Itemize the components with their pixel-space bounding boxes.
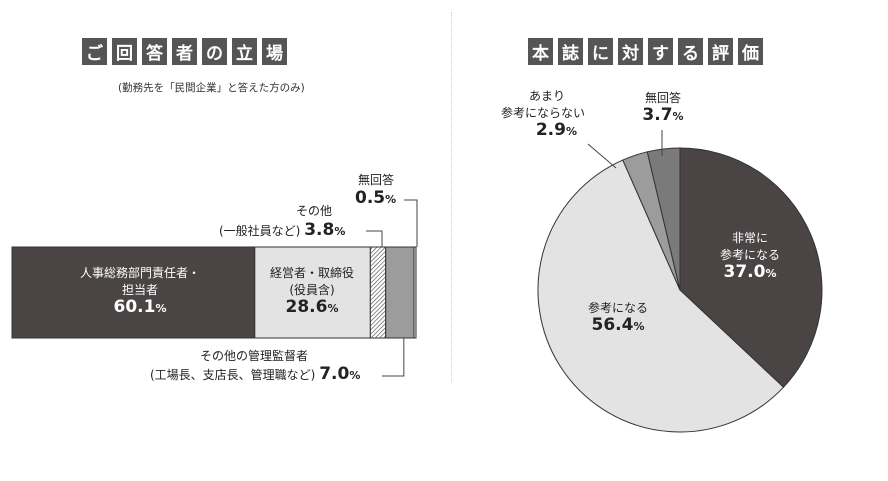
evaluation-title: 本 誌 に 対 す る 評 価 bbox=[528, 38, 763, 65]
title-char: 誌 bbox=[558, 38, 583, 65]
pie-slice-unit: % bbox=[565, 125, 577, 138]
bar-segment-value: 60.1 bbox=[113, 297, 156, 317]
pie-slice-useful bbox=[537, 159, 785, 433]
pie-label-not-very-useful: あまり 参考にならない 2.9% bbox=[475, 88, 585, 140]
bar-leader-manager bbox=[382, 338, 405, 377]
bar-callout-manager-name: その他の管理監督者 bbox=[200, 349, 309, 363]
respondent-note: (勤務先を「民間企業」と答えた方のみ) bbox=[118, 82, 305, 94]
bar-segment-other bbox=[369, 246, 387, 339]
pie-label-very-useful: 非常に 参考になる 37.0% bbox=[700, 230, 800, 282]
bar-callout-manager-value: 7.0 bbox=[319, 364, 350, 384]
title-char: る bbox=[678, 38, 703, 65]
bar-leader-other bbox=[366, 230, 383, 247]
pie-slice-value: 2.9 bbox=[535, 120, 566, 140]
title-char: 場 bbox=[262, 38, 287, 65]
title-char: 価 bbox=[738, 38, 763, 65]
title-char: 答 bbox=[142, 38, 167, 65]
pie-slice-name: 参考になる bbox=[587, 301, 648, 315]
title-char: に bbox=[588, 38, 613, 65]
title-char: す bbox=[648, 38, 673, 65]
bar-callout-other-subname: (一般社員など) bbox=[219, 224, 301, 238]
pie-slice-unit: % bbox=[672, 110, 684, 123]
title-char: 本 bbox=[528, 38, 553, 65]
bar-callout-other-unit: % bbox=[334, 225, 346, 238]
bar-segment-name: (役員含) bbox=[289, 283, 335, 297]
title-char: ご bbox=[82, 38, 107, 65]
title-char: 回 bbox=[112, 38, 137, 65]
bar-callout-other-name: その他 bbox=[295, 204, 332, 218]
title-char: 者 bbox=[172, 38, 197, 65]
pie-leader-not-very-useful bbox=[587, 143, 617, 169]
bar-segment-label-hr: 人事総務部門責任者・ 担当者 60.1% bbox=[40, 265, 240, 317]
bar-callout-other-value: 3.8 bbox=[304, 220, 335, 240]
bar-segment-unit: % bbox=[155, 302, 167, 315]
pie-slice-value: 37.0 bbox=[723, 262, 766, 282]
bar-segment-name: 担当者 bbox=[121, 283, 158, 297]
bar-callout-noanswer-unit: % bbox=[385, 193, 397, 206]
bar-segment-label-exec: 経営者・取締役 (役員含) 28.6% bbox=[256, 265, 368, 317]
pie-label-useful: 参考になる 56.4% bbox=[568, 300, 668, 335]
pie-slice-value: 3.7 bbox=[642, 105, 673, 125]
bar-segment-exec bbox=[254, 246, 371, 339]
bar-callout-noanswer-name: 無回答 bbox=[357, 173, 394, 187]
bar-callout-manager-sub: (工場長、支店長、管理職など) 7.0% bbox=[150, 366, 360, 384]
pie-slice-name: あまり bbox=[528, 89, 565, 103]
pie-slice-unit: % bbox=[765, 267, 777, 280]
pie-slice-name: 無回答 bbox=[644, 91, 681, 105]
title-char: 立 bbox=[232, 38, 257, 65]
pie-slice-unit: % bbox=[633, 320, 645, 333]
bar-callout-manager-unit: % bbox=[349, 369, 361, 382]
bar-leader-noanswer bbox=[404, 199, 418, 247]
bar-segment-manager bbox=[385, 246, 415, 339]
pie-slice-value: 56.4 bbox=[591, 315, 634, 335]
center-divider bbox=[451, 12, 452, 382]
respondent-title: ご 回 答 者 の 立 場 bbox=[82, 38, 287, 65]
pie-slice-name: 参考にならない bbox=[500, 106, 585, 120]
pie-slice-name: 非常に bbox=[731, 231, 768, 245]
pie-label-no-answer: 無回答 3.7% bbox=[630, 90, 696, 125]
title-char: 評 bbox=[708, 38, 733, 65]
bar-segment-value: 28.6 bbox=[285, 297, 328, 317]
pie-slice-no-answer bbox=[646, 147, 681, 291]
bar-callout-manager-subname: (工場長、支店長、管理職など) bbox=[150, 368, 316, 382]
title-char: 対 bbox=[618, 38, 643, 65]
bar-callout-noanswer-valuebox: 0.5% bbox=[355, 190, 396, 208]
bar-segment-noanswer bbox=[413, 246, 417, 339]
pie-slice-very-useful bbox=[679, 147, 823, 388]
bar-callout-noanswer-value: 0.5 bbox=[355, 188, 386, 208]
bar-segment-unit: % bbox=[327, 302, 339, 315]
bar-segment-hr bbox=[11, 246, 256, 339]
bar-callout-other-sub: (一般社員など) 3.8% bbox=[219, 222, 345, 240]
title-char: の bbox=[202, 38, 227, 65]
bar-segment-name: 経営者・取締役 bbox=[269, 266, 354, 280]
pie-slice-name: 参考になる bbox=[719, 248, 780, 262]
bar-segment-name: 人事総務部門責任者・ bbox=[79, 266, 200, 280]
